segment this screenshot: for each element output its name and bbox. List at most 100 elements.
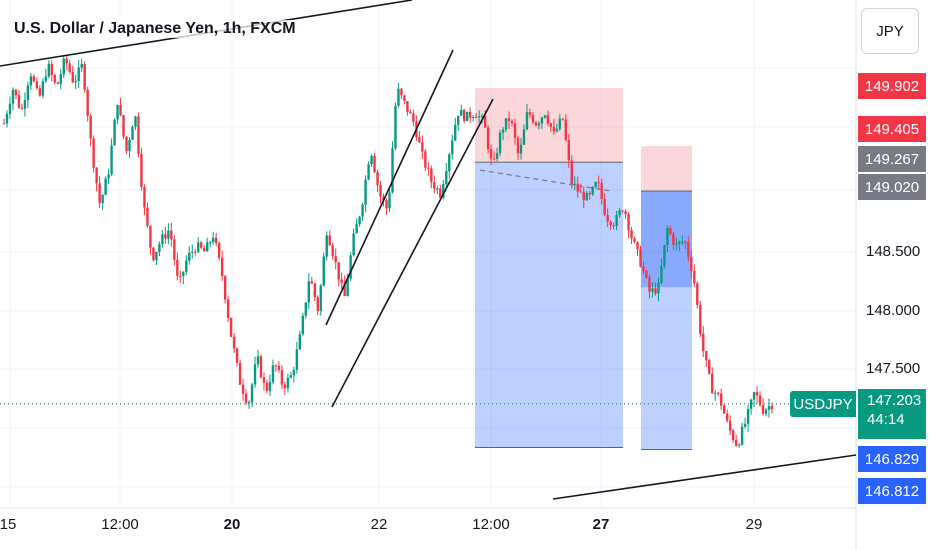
candle-body <box>361 204 364 217</box>
candle-body <box>510 120 514 124</box>
candle-body <box>134 116 137 127</box>
candle-body <box>558 118 562 129</box>
candle-body <box>761 405 765 414</box>
candle-body <box>155 251 158 261</box>
candle-body <box>743 423 747 427</box>
trend-lines <box>0 0 857 500</box>
candle-body <box>746 408 750 424</box>
candle-body <box>101 195 104 204</box>
candle-body <box>522 129 526 145</box>
candle-body <box>391 148 394 193</box>
candle-body <box>256 356 260 365</box>
position-progress-line <box>479 169 613 192</box>
candle-body <box>504 118 508 130</box>
candle-body <box>567 140 570 161</box>
candle-body <box>143 187 146 208</box>
price-axis-label: 146.829 <box>858 446 926 472</box>
candle-body <box>110 145 113 175</box>
currency-button[interactable]: JPY <box>861 8 919 54</box>
candle-body <box>737 444 741 446</box>
price-axis-label: 149.405 <box>858 116 926 142</box>
price-axis-label: 146.812 <box>858 478 926 504</box>
bar-countdown: 44:14 <box>867 411 905 428</box>
candle-body <box>740 426 744 445</box>
candle-body <box>543 115 547 118</box>
candle-body <box>179 275 182 277</box>
candle-body <box>597 182 600 184</box>
candle-body <box>507 118 511 121</box>
candle-body <box>480 116 484 118</box>
candle-body <box>241 384 245 394</box>
candle-body <box>158 244 161 252</box>
candle-body <box>642 266 645 271</box>
candle-body <box>53 74 57 83</box>
candle-body <box>337 262 340 280</box>
candle-body <box>445 171 448 185</box>
candle-body <box>382 196 385 201</box>
candle-body <box>367 164 370 180</box>
candle-body <box>752 392 756 400</box>
candle-body <box>728 420 732 431</box>
candle-body <box>301 315 305 335</box>
candle-body <box>200 242 203 248</box>
candle-body <box>292 369 296 376</box>
price-tick-label: 147.500 <box>866 360 921 377</box>
candle-body <box>489 149 493 159</box>
price-axis-label: 149.902 <box>858 73 926 99</box>
candle-body <box>397 88 400 106</box>
candlestick-series <box>2 55 774 448</box>
candle-body <box>235 348 239 363</box>
candle-body <box>546 115 550 124</box>
candle-body <box>669 228 672 235</box>
candle-body <box>648 277 651 292</box>
candle-body <box>627 214 630 231</box>
candle-body <box>128 139 131 152</box>
candle-body <box>194 251 197 253</box>
candle-body <box>495 153 499 159</box>
candle-body <box>615 215 618 226</box>
time-tick-label: 22 <box>370 516 388 533</box>
candle-body <box>35 81 39 88</box>
candle-body <box>666 228 669 246</box>
candle-body <box>119 104 122 116</box>
candle-body <box>271 365 275 383</box>
candle-body <box>714 392 717 394</box>
candle-body <box>358 216 361 225</box>
candle-body <box>603 199 606 216</box>
candle-body <box>406 100 409 112</box>
candle-body <box>244 393 248 403</box>
candle-body <box>32 76 36 82</box>
candle-body <box>660 265 663 283</box>
candle-body <box>274 365 278 367</box>
candle-body <box>418 137 421 143</box>
symbol-tag: USDJPY <box>790 391 856 417</box>
candle-body <box>519 144 523 154</box>
candle-body <box>388 192 391 209</box>
candle-body <box>74 80 77 83</box>
candle-body <box>433 181 436 189</box>
candle-body <box>436 188 439 190</box>
candle-body <box>394 105 397 149</box>
candle-body <box>232 336 236 349</box>
candle-body <box>182 271 185 277</box>
candle-body <box>250 384 254 403</box>
candle-body <box>516 137 520 154</box>
candle-body <box>570 160 573 185</box>
time-tick-label: 12:00 <box>101 516 139 533</box>
candle-body <box>149 225 152 248</box>
channel-line-lower <box>331 98 494 408</box>
candle-body <box>708 360 711 374</box>
candle-body <box>767 405 771 410</box>
candle-body <box>618 210 621 216</box>
candle-body <box>226 299 230 318</box>
candle-body <box>684 241 687 243</box>
candle-body <box>161 234 164 245</box>
candle-body <box>203 247 206 252</box>
candle-body <box>208 242 212 244</box>
candle-body <box>588 192 591 195</box>
candle-body <box>424 151 427 168</box>
candle-body <box>639 249 642 267</box>
candle-body <box>68 63 71 72</box>
candle-body <box>164 234 167 239</box>
